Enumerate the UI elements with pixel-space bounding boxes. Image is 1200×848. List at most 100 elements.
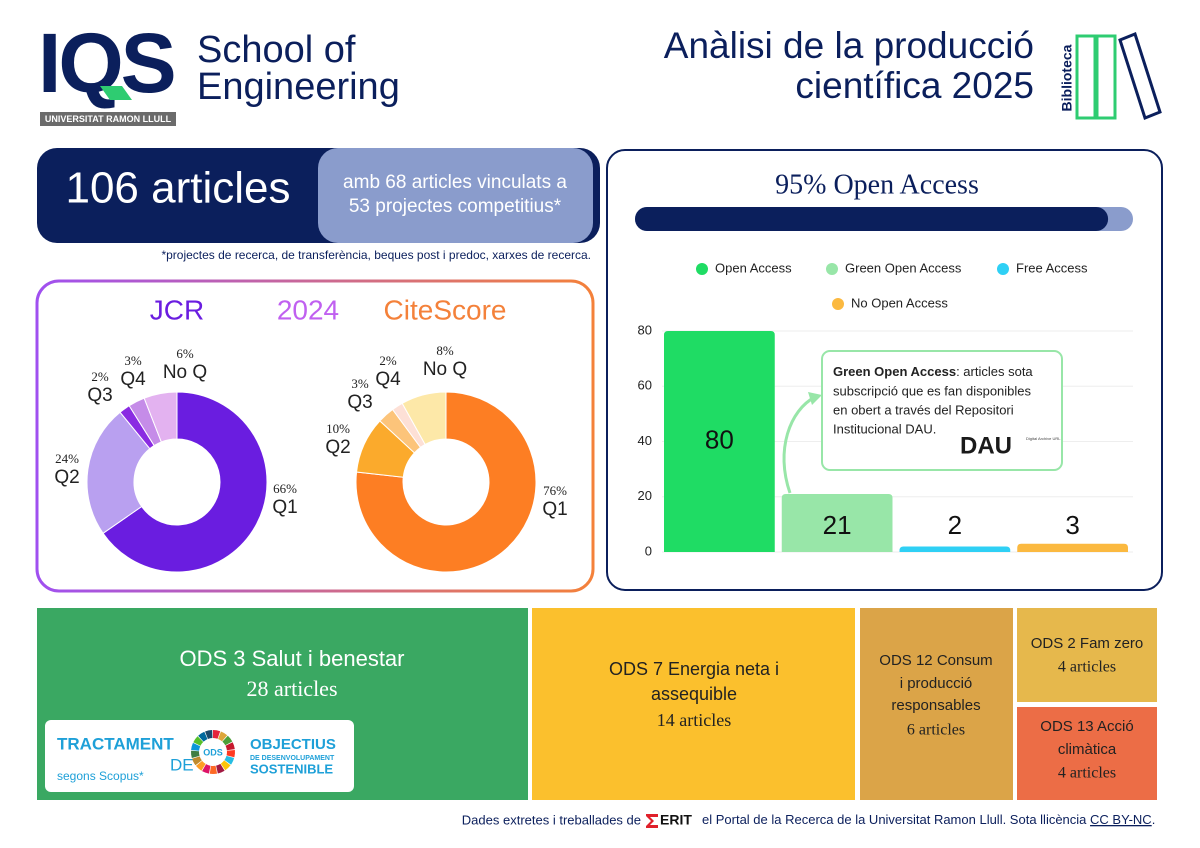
logo: IQS [38, 16, 174, 110]
ods-count: 28 articles [246, 676, 337, 701]
donut-title: JCR [150, 294, 204, 325]
footer-end: . [1152, 812, 1156, 827]
donut-slice [143, 391, 178, 443]
slice-label: No Q [423, 359, 467, 380]
ring-segment [224, 755, 235, 765]
ring-segment [225, 742, 235, 751]
tooltip-line: Institucional DAU. [833, 421, 936, 436]
badge-note: segons Scopus* [57, 769, 144, 783]
ring-segment [193, 736, 204, 746]
tooltip-box [821, 350, 1063, 471]
slice-label: Q4 [120, 369, 146, 390]
slice-percent: 2% [91, 369, 109, 384]
donut-slice [86, 411, 151, 534]
headline: 106 articles [65, 164, 290, 213]
y-tick-label: 20 [638, 488, 652, 503]
chart-title: 95% Open Access [775, 169, 979, 200]
legend-dot [832, 298, 844, 310]
tooltip-title: Green Open Access [833, 364, 956, 379]
ring-segment [222, 735, 233, 746]
legend-dot [997, 263, 1009, 275]
tooltip-line: en obert a través del Repositori [833, 402, 1014, 417]
slice-label: Q3 [87, 385, 112, 406]
book [1075, 34, 1097, 120]
arrow-head [808, 392, 822, 405]
legend-label: Green Open Access [845, 260, 962, 275]
ring-segment [226, 749, 235, 758]
footer-license[interactable]: CC BY-NC [1090, 812, 1152, 827]
ods-tile [1017, 608, 1157, 702]
dau-caption: Digital Archive URL [1026, 436, 1061, 441]
ring-segment [195, 760, 206, 771]
bar-value: 21 [823, 510, 852, 540]
ods-label: climàtica [1058, 741, 1117, 758]
badge-text: DE [170, 755, 194, 774]
legend-dot [826, 263, 838, 275]
bar [664, 331, 775, 552]
tooltip-line: Green Open Access: articles sota [833, 364, 1033, 379]
bar-value: 80 [705, 424, 734, 454]
slice-percent: 8% [436, 343, 454, 358]
ods-label: assequible [651, 684, 737, 704]
slice-percent: 66% [273, 481, 297, 496]
legend-label: Free Access [1016, 260, 1088, 275]
slice-label: Q4 [375, 369, 401, 390]
slice-percent: 3% [124, 353, 142, 368]
ods-count: 4 articles [1058, 659, 1116, 676]
ring-segment [191, 742, 201, 751]
slice-percent: 10% [326, 421, 350, 436]
badge-bg [45, 720, 354, 792]
footer-text: el Portal de la Recerca de la Universita… [702, 812, 1155, 827]
y-tick-label: 0 [645, 543, 652, 558]
detail: 53 projectes competitius* [349, 196, 562, 217]
badge-text: TRACTAMENT [57, 734, 174, 753]
ring-segment [216, 763, 225, 774]
ods-tile [532, 608, 855, 800]
arrow [782, 395, 816, 494]
ods-label: ODS 13 Acció [1040, 718, 1133, 735]
legend-label: No Open Access [851, 295, 948, 310]
donut-panel [35, 279, 595, 593]
slice-label: Q1 [272, 497, 297, 518]
y-tick-label: 60 [638, 378, 652, 393]
badge: Biblioteca [1059, 44, 1075, 111]
book [1095, 34, 1117, 120]
legend-dot [696, 263, 708, 275]
ring-segment [218, 731, 228, 742]
ods-tile [1017, 707, 1157, 800]
badge-text: DE DESENVOLUPAMENT [250, 755, 335, 762]
bar [781, 493, 893, 552]
ods-label: responsables [891, 697, 980, 714]
ods-label: ODS 3 Salut i benestar [179, 646, 404, 671]
slice-label: Q2 [54, 467, 79, 488]
slice-label: Q3 [347, 392, 372, 413]
ods-label: ODS 7 Energia neta i [609, 659, 779, 679]
detail: amb 68 articles vinculats a [343, 172, 567, 193]
footer-text: Dades extretes i treballades de [462, 812, 641, 827]
y-tick-label: 40 [638, 433, 652, 448]
ods-badge: TRACTAMENT DE segons Scopus* ODS OBJECTI… [45, 720, 354, 792]
footer-rest: el Portal de la Recerca de la Universita… [702, 812, 1087, 827]
slice-percent: 24% [55, 451, 79, 466]
donut-slice [355, 391, 537, 573]
logo-accent [100, 86, 132, 100]
slice-percent: 6% [176, 346, 194, 361]
ods-label: i producció [900, 675, 973, 692]
slice-label: Q2 [325, 437, 350, 458]
logo-sub-bg [40, 112, 176, 126]
bar [1017, 543, 1128, 552]
footer: Dades extretes i treballades de ERIT el … [462, 812, 1155, 828]
ods-label: ODS 2 Fam zero [1031, 635, 1144, 652]
ring-segment [191, 750, 200, 759]
ring-segment [205, 730, 213, 739]
school: School of [197, 29, 356, 71]
tooltip-text: : articles sota [956, 364, 1033, 379]
slice-percent: 3% [351, 376, 369, 391]
bar [899, 546, 1011, 552]
title: Anàlisi de la producció [664, 25, 1034, 66]
footnote: *projectes de recerca, de transferència,… [161, 248, 591, 262]
bar-value: 3 [1065, 510, 1079, 540]
badge-text: OBJECTIUS [250, 736, 336, 753]
ods-ring [191, 730, 235, 774]
